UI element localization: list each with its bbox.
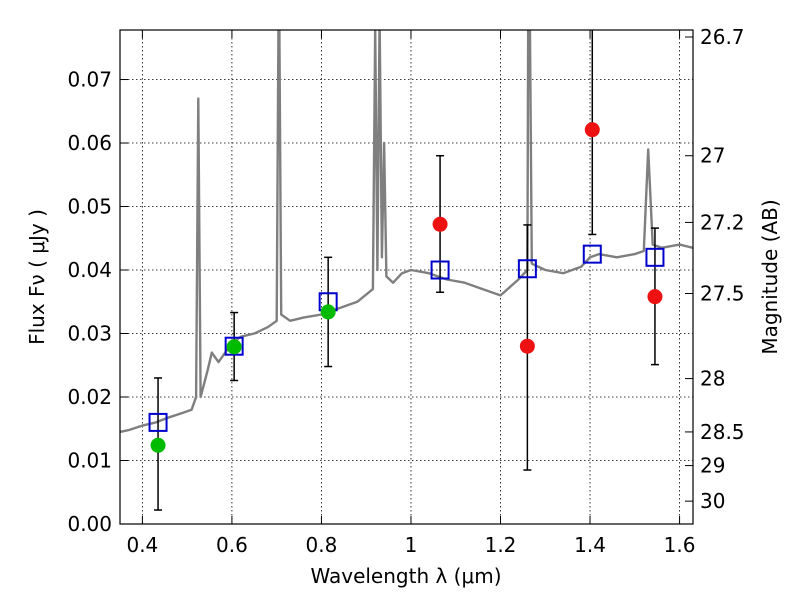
y-axis-left: 0.00 0.01 0.02 0.03 0.04 0.05 0.06 0.07 (67, 68, 128, 536)
y-axis-title: Flux Fν ( μJy ) (25, 209, 49, 345)
x-tick-label: 0.8 (306, 533, 338, 557)
data-point-marker (320, 304, 336, 320)
y-tick-label: 0.00 (67, 512, 112, 536)
y-tick-label: 0.07 (67, 68, 112, 92)
plot-background (120, 30, 693, 524)
data-point-marker (519, 338, 535, 354)
model-square-marker (148, 412, 168, 432)
y-right-tick-label: 28.5 (700, 420, 745, 444)
y-right-tick-label: 26.7 (700, 25, 745, 49)
plot-frame (119, 29, 694, 525)
y-right-tick-label: 29 (700, 454, 725, 478)
plot-area (120, 30, 693, 511)
y-tick-label: 0.04 (67, 258, 112, 282)
data-point-marker (432, 216, 448, 232)
x-tick-label: 0.4 (126, 533, 158, 557)
model-square-marker (224, 336, 244, 356)
data-point-marker (150, 437, 166, 453)
y-right-tick-label: 28 (700, 367, 725, 391)
y-tick-label: 0.06 (67, 131, 112, 155)
data-point-marker (647, 289, 663, 305)
y-axis-right-title: Magnitude (AB) (758, 199, 782, 354)
y-right-tick-label: 27.5 (700, 282, 745, 306)
y-tick-label: 0.01 (67, 449, 112, 473)
y-tick-label: 0.03 (67, 322, 112, 346)
y-right-tick-label: 27 (700, 144, 725, 168)
model-square-marker (582, 244, 602, 264)
model-square-marker (430, 260, 450, 280)
y-axis-right: 26.7 27 27.2 27.5 28 28.5 29 30 (685, 25, 745, 513)
data-point-marker (584, 122, 600, 138)
data-point-marker (226, 339, 242, 355)
x-axis-title: Wavelength λ (μm) (310, 564, 501, 588)
x-tick-label: 1.4 (574, 533, 606, 557)
y-tick-label: 0.05 (67, 195, 112, 219)
x-axis: 0.4 0.6 0.8 1 1.2 1.4 1.6 (126, 30, 695, 557)
y-right-tick-label: 30 (700, 489, 725, 513)
x-tick-label: 1 (405, 533, 418, 557)
model-square-marker (517, 259, 537, 279)
y-right-tick-label: 27.2 (700, 210, 745, 234)
model-square-marker (645, 247, 665, 267)
x-tick-label: 0.6 (216, 533, 248, 557)
x-tick-label: 1.2 (485, 533, 517, 557)
x-tick-label: 1.6 (664, 533, 696, 557)
y-tick-label: 0.02 (67, 385, 112, 409)
